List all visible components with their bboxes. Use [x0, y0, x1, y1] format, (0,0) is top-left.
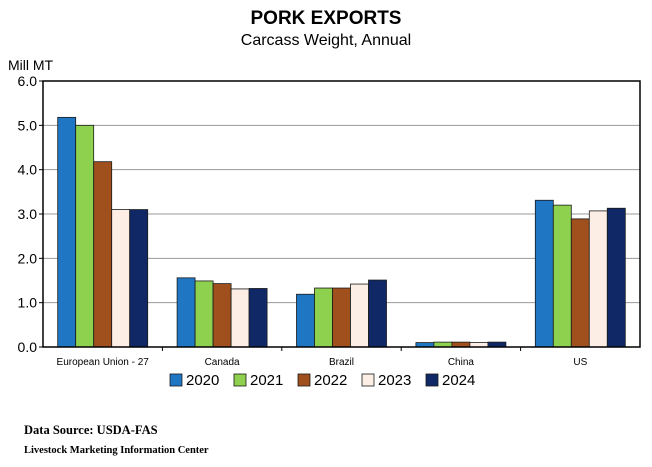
- bar: [176, 277, 196, 348]
- legend-swatch: [425, 373, 439, 387]
- bar: [534, 199, 554, 348]
- legend-swatch: [361, 373, 375, 387]
- x-tick-label: US: [573, 357, 587, 368]
- legend-label: 2020: [186, 372, 219, 389]
- bar: [230, 288, 250, 348]
- bar: [57, 116, 77, 348]
- bar: [75, 124, 95, 348]
- y-tick-label: 2.0: [18, 250, 38, 266]
- bar: [296, 293, 315, 348]
- legend-swatch: [233, 373, 247, 387]
- bar: [314, 287, 333, 348]
- y-tick-label: 0.0: [18, 339, 38, 355]
- y-tick-label: 6.0: [18, 73, 38, 89]
- y-tick-label: 1.0: [18, 295, 38, 311]
- bar: [570, 218, 590, 348]
- source-organization: Livestock Marketing Information Center: [24, 445, 209, 456]
- x-tick-label: Canada: [205, 357, 240, 368]
- legend-label: 2023: [378, 372, 411, 389]
- bar: [368, 279, 387, 348]
- bar: [350, 283, 369, 348]
- x-tick-label: Brazil: [329, 357, 354, 368]
- bar: [111, 209, 131, 348]
- legend-label: 2022: [314, 372, 347, 389]
- bar: [93, 161, 113, 348]
- legend-swatch: [297, 373, 311, 387]
- bar: [552, 204, 572, 348]
- legend-swatch: [169, 373, 183, 387]
- bar: [332, 287, 351, 348]
- data-source: Data Source: USDA-FAS: [24, 423, 158, 437]
- bar: [248, 288, 268, 348]
- bar: [606, 207, 626, 348]
- x-tick-label: China: [448, 357, 475, 368]
- chart-subtitle: Carcass Weight, Annual: [240, 32, 412, 49]
- chart-title: PORK EXPORTS: [250, 8, 402, 29]
- bar: [212, 283, 232, 348]
- legend-label: 2024: [442, 372, 475, 389]
- y-tick-label: 5.0: [18, 117, 38, 133]
- bar: [588, 210, 608, 348]
- legend-label: 2021: [250, 372, 283, 389]
- y-axis-label: Mill MT: [8, 57, 54, 73]
- plot-frame: [42, 80, 641, 348]
- bar: [129, 209, 149, 348]
- x-tick-label: European Union - 27: [57, 357, 150, 368]
- y-tick-label: 3.0: [18, 206, 38, 222]
- bar: [194, 280, 214, 348]
- y-tick-label: 4.0: [18, 162, 38, 178]
